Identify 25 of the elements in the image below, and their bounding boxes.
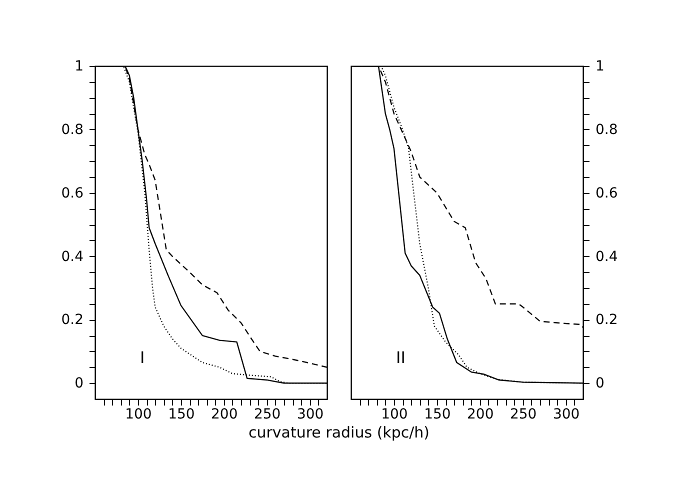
annotation: II xyxy=(396,348,406,367)
x-axis-title: curvature radius (kpc/h) xyxy=(248,424,430,442)
x-tick-label: 300 xyxy=(296,406,324,422)
y-tick-label: 0.4 xyxy=(61,248,84,265)
y2-tick-label: 0.6 xyxy=(596,185,618,202)
x-tick-label: 250 xyxy=(254,406,281,422)
x-tick-label: 100 xyxy=(125,406,152,422)
x-tick-label: 200 xyxy=(467,406,494,422)
x-tick-label: 150 xyxy=(168,406,195,422)
y2-tick-label: 1 xyxy=(596,58,604,74)
y-tick-label: 0.2 xyxy=(61,312,84,328)
annotation: I xyxy=(140,348,145,367)
x-tick-label: 250 xyxy=(510,406,537,422)
x-tick-label: 100 xyxy=(381,406,408,422)
y2-tick-label: 0 xyxy=(596,376,604,392)
x-tick-label: 300 xyxy=(552,406,580,422)
y2-tick-label: 0.2 xyxy=(596,312,618,328)
y-tick-label: 1 xyxy=(74,58,84,74)
y2-tick-label: 0.8 xyxy=(596,122,618,138)
x-tick-label: 150 xyxy=(424,406,451,422)
y-tick-label: 0.6 xyxy=(61,185,84,202)
y-tick-label: 0.8 xyxy=(61,122,84,138)
y-tick-label: 0 xyxy=(74,376,84,392)
y2-tick-label: 0.4 xyxy=(596,248,618,265)
x-tick-label: 200 xyxy=(211,406,238,422)
